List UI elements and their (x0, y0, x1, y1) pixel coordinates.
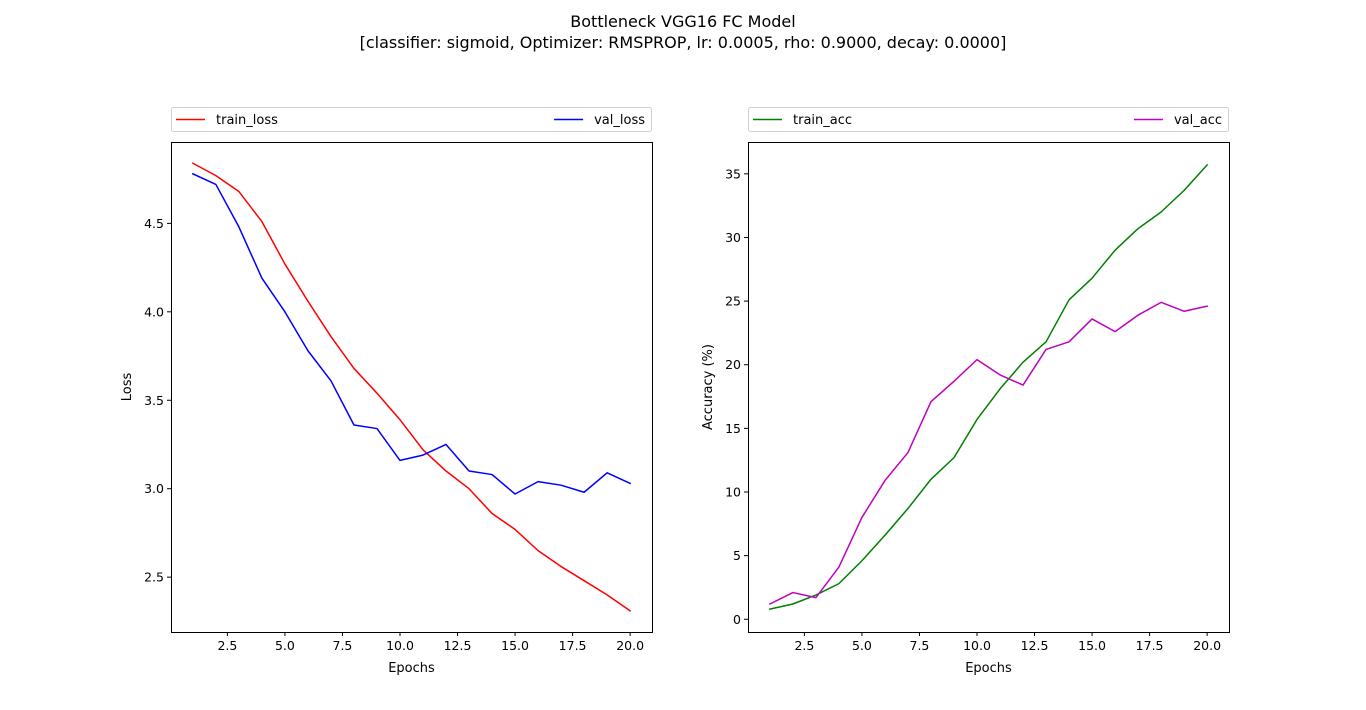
x-tick-label: 5.0 (852, 638, 872, 653)
series-line-val-acc (768, 301, 1209, 606)
y-tick-label: 3.5 (144, 393, 164, 408)
legend-label-train-acc: train_acc (793, 113, 852, 128)
x-tick-label: 12.5 (1021, 638, 1049, 653)
series-line-val-loss (191, 172, 632, 495)
x-tick-label: 7.5 (910, 638, 930, 653)
legend-box (171, 107, 652, 132)
series-line-train-loss (191, 162, 632, 612)
y-tick-label: 35 (725, 166, 741, 181)
y-tick-label: 25 (725, 294, 741, 309)
x-tick-label: 10.0 (386, 638, 414, 653)
x-tick-label: 7.5 (333, 638, 353, 653)
x-tick-label: 2.5 (217, 638, 237, 653)
y-tick-label: 0 (733, 612, 741, 627)
y-tick-label: 4.0 (144, 304, 164, 319)
x-tick-label: 12.5 (444, 638, 472, 653)
y-axis-label: Accuracy (%) (701, 344, 716, 430)
x-axis-label: Epochs (965, 661, 1012, 676)
x-tick-label: 20.0 (1193, 638, 1221, 653)
y-tick-label: 2.5 (144, 570, 164, 585)
x-tick-label: 5.0 (275, 638, 295, 653)
y-tick-label: 15 (725, 421, 741, 436)
y-tick-label: 30 (725, 230, 741, 245)
series-line-train-acc (768, 163, 1209, 610)
legend-label-val-acc: val_acc (1174, 113, 1222, 128)
y-tick-label: 3.0 (144, 481, 164, 496)
plot-frame (171, 142, 653, 633)
x-tick-label: 15.0 (1078, 638, 1106, 653)
x-tick-label: 10.0 (963, 638, 991, 653)
legend-label-val-loss: val_loss (594, 113, 645, 128)
x-tick-label: 2.5 (794, 638, 814, 653)
y-tick-label: 5 (733, 548, 741, 563)
figure-title: Bottleneck VGG16 FC Model (570, 12, 796, 31)
figure-subtitle: [classifier: sigmoid, Optimizer: RMSPROP… (359, 33, 1007, 52)
y-tick-label: 20 (725, 357, 741, 372)
loss-chart: 2.5 5.0 7.5 10.0 12.5 15.0 17.5 20.0 2.5 3.0 3.5 4.… (120, 107, 653, 676)
x-tick-label: 20.0 (616, 638, 644, 653)
figure-title-block: Bottleneck VGG16 FC Model [classifier: s… (0, 11, 1366, 53)
x-axis-label: Epochs (388, 661, 435, 676)
legend-label-train-loss: train_loss (216, 113, 278, 128)
plot-frame (748, 142, 1230, 633)
legend-box (748, 107, 1229, 132)
y-tick-label: 10 (725, 485, 741, 500)
y-axis-label: Loss (120, 373, 135, 402)
x-tick-label: 15.0 (501, 638, 529, 653)
x-tick-label: 17.5 (559, 638, 587, 653)
x-tick-label: 17.5 (1136, 638, 1164, 653)
y-tick-label: 4.5 (144, 216, 164, 231)
accuracy-chart: 2.5 5.0 7.5 10.0 12.5 15.0 17.5 20.0 0 5 10 15 20 25 3… (701, 107, 1230, 676)
